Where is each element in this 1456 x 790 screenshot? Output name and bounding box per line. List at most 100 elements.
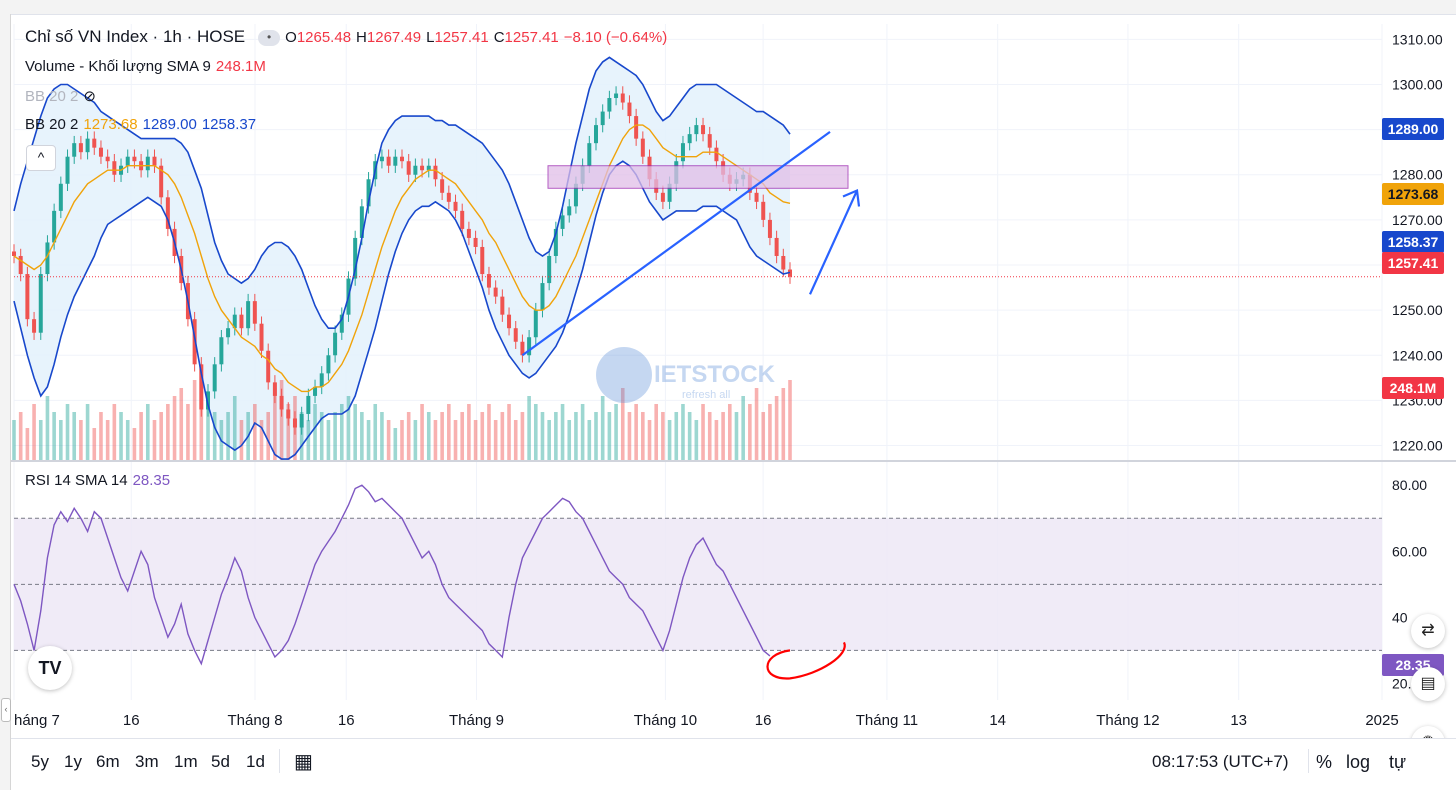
rsi-value: 28.35 (132, 472, 171, 489)
rsi-reference-lines (14, 517, 1382, 651)
vietstock-watermark: IETSTOCK refresh all (592, 340, 812, 410)
volume-bar (580, 404, 585, 460)
candle-body (486, 274, 491, 288)
rsi-tick-label: 40 (1392, 609, 1408, 625)
candle-body (206, 391, 210, 410)
candle-body (440, 179, 445, 193)
resistance-zone-box[interactable] (547, 165, 849, 189)
range-1d-button[interactable]: 1d (246, 752, 265, 771)
range-5y-button[interactable]: 5y (31, 752, 49, 771)
volume-bar (641, 412, 645, 460)
candle-body (58, 183, 63, 211)
percent-scale-button[interactable]: % (1316, 752, 1333, 772)
volume-bar (59, 420, 63, 460)
more-options-button[interactable]: • (258, 29, 281, 46)
volume-bar (393, 428, 398, 460)
time-tick-label: Tháng 9 (449, 712, 504, 729)
chart-canvas[interactable]: 1220.001230.001240.001250.001260.001270.… (0, 0, 1456, 738)
price-tick-label: 1300.00 (1392, 76, 1443, 92)
volume-bar (373, 404, 378, 460)
bb1-legend-row[interactable]: BB 20 2 ⊘ (25, 87, 101, 105)
drawn-red-circle-mark[interactable] (766, 641, 846, 680)
candle-body (480, 246, 485, 275)
time-tick-label: 16 (338, 712, 355, 729)
volume-bar (172, 396, 177, 460)
clock-time[interactable]: 08:17:53 (UTC+7) (1152, 752, 1289, 771)
volume-bar (52, 412, 56, 460)
rsi-label: RSI 14 SMA 14 (25, 472, 128, 489)
volume-bar (533, 404, 538, 460)
browser-top-edge (0, 0, 1456, 15)
volume-bar (25, 428, 30, 460)
last-price-label: 1257.41 (1382, 252, 1444, 274)
volume-bar (313, 404, 317, 460)
log-scale-button[interactable]: log (1346, 752, 1371, 772)
candle-body (754, 192, 759, 202)
range-1m-button[interactable]: 1m (174, 752, 198, 771)
volume-bar (32, 404, 36, 460)
volume-bar (326, 420, 331, 460)
volume-bar (707, 412, 712, 460)
candle-body (594, 125, 598, 144)
volume-bar (527, 396, 531, 460)
volume-bar (413, 420, 418, 460)
price-tick-label: 1250.00 (1392, 302, 1443, 318)
candle-body (353, 237, 358, 279)
range-5d-button[interactable]: 5d (211, 752, 230, 771)
candle-body (466, 228, 471, 238)
volume-bar (346, 396, 351, 460)
candle-body (145, 156, 150, 171)
candle-body (513, 328, 518, 342)
volume-bar (587, 420, 592, 460)
main-legend-row: Chỉ số VN Index · 1h · HOSE • O1265.48 H126… (25, 27, 672, 47)
time-axis-ticks[interactable]: háng 7 16 Tháng 8 16 Tháng 9 Tháng 10 16 Tháng … (14, 712, 1399, 729)
uptrend-line[interactable] (521, 130, 831, 357)
candle-body (761, 201, 766, 220)
collapse-legend-button[interactable]: ^ (26, 145, 56, 171)
tradingview-logo[interactable]: TV (28, 646, 72, 690)
volume-bar (38, 420, 43, 460)
drawn-arrow-up[interactable] (808, 188, 861, 295)
left-panel-strip: ‹ (0, 14, 11, 790)
candle-body (379, 156, 384, 162)
volume-bar (788, 380, 792, 460)
volume-bar (554, 412, 558, 460)
price-tick-label: 1220.00 (1392, 438, 1443, 454)
ohlc-change: −8.10 (−0.64%) (563, 29, 668, 46)
arrow-shaft (808, 190, 859, 295)
hidden-eye-icon[interactable]: ⊘ (83, 88, 96, 105)
symbol-title[interactable]: Chỉ số VN Index · 1h · HOSE (25, 27, 246, 46)
candle-body (299, 413, 304, 428)
rsi-legend-row[interactable]: RSI 14 SMA 14 28.35 (25, 472, 175, 489)
volume-bar (647, 420, 652, 460)
candle-body (199, 364, 204, 410)
expand-left-panel-button[interactable]: ‹ (1, 698, 11, 722)
volume-bar (607, 412, 612, 460)
range-3m-button[interactable]: 3m (135, 752, 159, 771)
candle-body (98, 147, 103, 157)
reader-icon[interactable]: ▤ (1411, 667, 1445, 701)
candle-body (560, 215, 565, 229)
volume-bar (226, 412, 230, 460)
time-tick-label: 16 (755, 712, 772, 729)
bb2-legend-row[interactable]: BB 20 2 1273.68 1289.00 1258.37 (25, 116, 261, 133)
bb-upper-price-label: 1289.00 (1382, 118, 1444, 140)
candle-body (420, 165, 425, 171)
volume-bar (12, 420, 16, 460)
time-tick-label: 2025 (1365, 712, 1398, 729)
volume-bar (79, 420, 83, 460)
translate-icon[interactable]: ⇄ (1411, 614, 1445, 648)
volume-bar (125, 420, 130, 460)
volume-bar (714, 420, 719, 460)
candle-body (520, 341, 525, 356)
volume-bar (594, 412, 598, 460)
candle-body (406, 161, 411, 175)
range-6m-button[interactable]: 6m (96, 752, 120, 771)
volume-legend-row[interactable]: Volume - Khối lượng SMA 9 248.1M (25, 58, 271, 75)
volume-bar (460, 412, 465, 460)
candle-body (18, 255, 23, 275)
volume-bar (366, 420, 371, 460)
auto-scale-button[interactable]: tự (1389, 752, 1407, 772)
calendar-icon[interactable]: ▦ (294, 751, 313, 773)
range-1y-button[interactable]: 1y (64, 752, 82, 771)
